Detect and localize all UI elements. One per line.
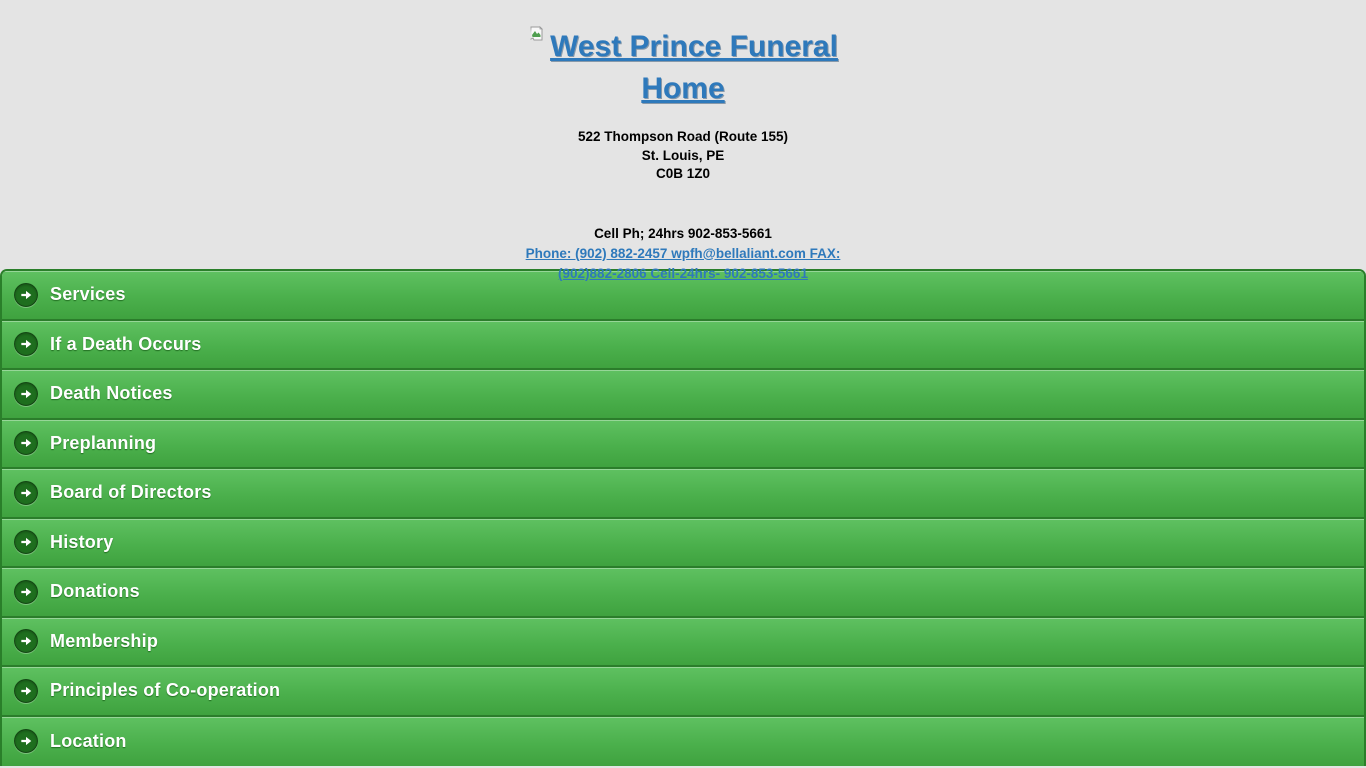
site-title-text-line1: West Prince Funeral (550, 30, 838, 63)
menu-item-if-a-death-occurs[interactable]: If a Death Occurs (2, 320, 1364, 370)
contact-link-line1: Phone: (902) 882-2457 wpfh@bellaliant.co… (525, 245, 841, 261)
arrow-right-icon (14, 629, 38, 654)
site-title-line1: West Prince Funeral (509, 12, 857, 68)
arrow-right-icon (14, 579, 38, 604)
header-inner: West Prince Funeral Home 522 Thompson Ro… (509, 0, 857, 284)
contact-phone-link[interactable]: Phone: (902) 882-2457 wpfh@bellaliant.co… (509, 244, 857, 284)
arrow-right-icon (14, 282, 38, 307)
address-block: 522 Thompson Road (Route 155) St. Louis,… (509, 128, 857, 184)
menu-item-label: Principles of Co-operation (50, 680, 281, 701)
menu-item-label: Board of Directors (50, 482, 212, 503)
contact-link-line2: (902)882-2806 Cell-24hrs- 902-853-5661 (558, 265, 808, 281)
site-title-link[interactable]: West Prince Funeral Home (509, 12, 857, 110)
arrow-right-icon (14, 332, 38, 357)
menu-item-board-of-directors[interactable]: Board of Directors (2, 469, 1364, 519)
menu-item-history[interactable]: History (2, 518, 1364, 568)
arrow-right-icon (14, 530, 38, 555)
address-line1: 522 Thompson Road (Route 155) (577, 129, 789, 144)
menu-item-preplanning[interactable]: Preplanning (2, 419, 1364, 469)
page-header: West Prince Funeral Home 522 Thompson Ro… (0, 0, 1366, 281)
address-line3: C0B 1Z0 (655, 166, 711, 181)
arrow-right-icon (14, 480, 38, 505)
menu-item-services[interactable]: Services (2, 271, 1364, 321)
arrow-right-icon (14, 431, 38, 456)
address-line2: St. Louis, PE (641, 147, 725, 163)
menu-item-donations[interactable]: Donations (2, 568, 1364, 618)
arrow-right-icon (14, 678, 38, 703)
menu-item-label: If a Death Occurs (50, 333, 202, 354)
menu-item-label: History (50, 531, 114, 552)
menu-item-label: Death Notices (50, 383, 173, 404)
site-title-line2: Home (641, 72, 725, 105)
menu-item-label: Location (50, 730, 127, 751)
cell-phone-line: Cell Ph; 24hrs 902-853-5661 (594, 225, 772, 241)
arrow-right-icon (14, 381, 38, 406)
menu-item-death-notices[interactable]: Death Notices (2, 370, 1364, 420)
menu-item-membership[interactable]: Membership (2, 617, 1364, 667)
menu-item-label: Services (50, 284, 126, 305)
nav-menu: Services If a Death Occurs Death Notices… (0, 269, 1366, 766)
menu-item-label: Donations (50, 581, 140, 602)
menu-item-location[interactable]: Location (2, 716, 1364, 766)
arrow-right-icon (14, 729, 38, 754)
menu-item-label: Preplanning (50, 432, 157, 453)
menu-item-label: Membership (50, 630, 159, 651)
menu-item-principles-of-co-operation[interactable]: Principles of Co-operation (2, 667, 1364, 717)
broken-image-icon (528, 12, 544, 41)
